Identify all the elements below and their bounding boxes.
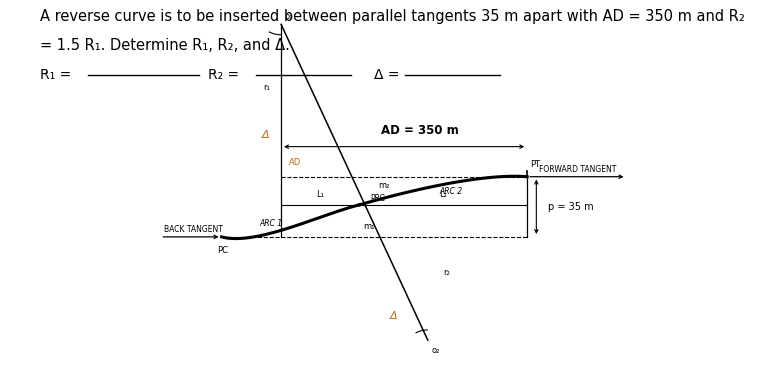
Text: FORWARD TANGENT: FORWARD TANGENT bbox=[539, 165, 617, 174]
Text: PT: PT bbox=[530, 160, 540, 169]
Text: r₂: r₂ bbox=[443, 268, 450, 277]
Text: m₂: m₂ bbox=[378, 181, 390, 190]
Text: AD: AD bbox=[289, 158, 301, 167]
Text: Δ: Δ bbox=[262, 130, 270, 140]
Text: BACK TANGENT: BACK TANGENT bbox=[164, 225, 223, 234]
Text: ARC 2: ARC 2 bbox=[439, 187, 462, 196]
Text: R₁ =: R₁ = bbox=[40, 68, 71, 82]
Text: Δ: Δ bbox=[390, 311, 397, 321]
Text: p = 35 m: p = 35 m bbox=[548, 202, 594, 212]
Text: o₁: o₁ bbox=[285, 12, 293, 21]
Text: o₂: o₂ bbox=[432, 346, 440, 355]
Text: AD = 350 m: AD = 350 m bbox=[380, 124, 458, 137]
Text: Δ =: Δ = bbox=[374, 68, 400, 82]
Text: PRC: PRC bbox=[371, 194, 385, 203]
Text: PC: PC bbox=[218, 246, 228, 255]
Text: r₁: r₁ bbox=[263, 83, 270, 92]
Text: L₁: L₁ bbox=[316, 190, 324, 199]
Text: L₂: L₂ bbox=[439, 190, 447, 199]
Text: ARC 1: ARC 1 bbox=[260, 219, 283, 228]
Text: R₂ =: R₂ = bbox=[208, 68, 239, 82]
Text: = 1.5 R₁. Determine R₁, R₂, and Δ.: = 1.5 R₁. Determine R₁, R₂, and Δ. bbox=[40, 38, 290, 53]
Text: m₁: m₁ bbox=[363, 222, 374, 231]
Text: A reverse curve is to be inserted between parallel tangents 35 m apart with AD =: A reverse curve is to be inserted betwee… bbox=[40, 9, 745, 24]
